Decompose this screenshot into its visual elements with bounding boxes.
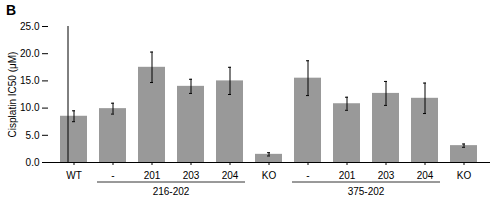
svg-text:-: - bbox=[111, 170, 114, 181]
svg-text:375-202: 375-202 bbox=[348, 186, 385, 197]
svg-text:5.0: 5.0 bbox=[26, 130, 40, 141]
svg-text:Cisplatin IC50 (μM): Cisplatin IC50 (μM) bbox=[7, 52, 18, 138]
svg-text:25.0: 25.0 bbox=[20, 21, 40, 32]
svg-text:203: 203 bbox=[183, 170, 200, 181]
svg-text:216-202: 216-202 bbox=[153, 186, 190, 197]
svg-text:203: 203 bbox=[378, 170, 395, 181]
svg-text:204: 204 bbox=[222, 170, 239, 181]
svg-text:0.0: 0.0 bbox=[26, 157, 40, 168]
svg-text:-: - bbox=[306, 170, 309, 181]
html-text:B: B bbox=[6, 2, 17, 18]
svg-text:15.0: 15.0 bbox=[20, 75, 40, 86]
svg-text:201: 201 bbox=[339, 170, 356, 181]
svg-text:KO: KO bbox=[457, 170, 472, 181]
svg-text:KO: KO bbox=[262, 170, 277, 181]
svg-text:10.0: 10.0 bbox=[20, 102, 40, 113]
svg-text:20.0: 20.0 bbox=[20, 48, 40, 59]
svg-text:204: 204 bbox=[417, 170, 434, 181]
svg-text:201: 201 bbox=[144, 170, 161, 181]
svg-text:WT: WT bbox=[66, 170, 82, 181]
